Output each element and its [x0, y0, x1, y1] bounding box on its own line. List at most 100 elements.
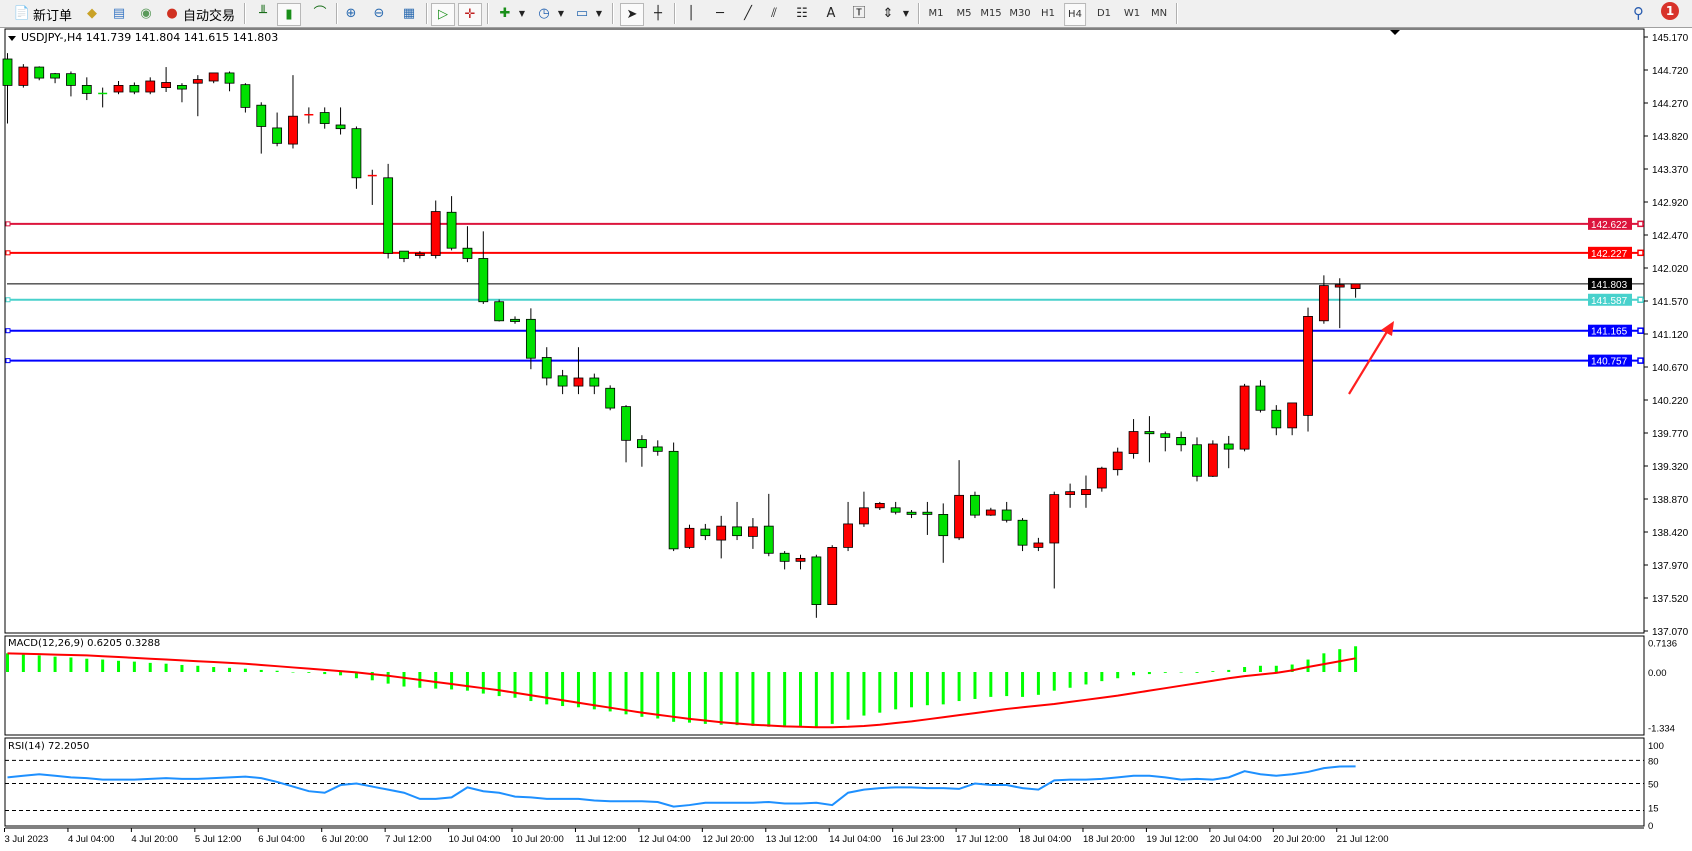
candle-body	[319, 112, 330, 124]
period-m15[interactable]: M15	[980, 8, 1002, 19]
candle-body	[1033, 542, 1044, 548]
chart-window[interactable]	[0, 28, 1692, 851]
navigator-icon[interactable]: ◉	[140, 5, 152, 21]
price-label: 142.227	[1591, 249, 1628, 260]
macd-histogram-bar	[1116, 672, 1120, 679]
zoom-in-icon[interactable]: ⊕	[345, 5, 357, 21]
macd-histogram-bar	[1132, 672, 1136, 676]
line-handle	[1637, 220, 1644, 228]
macd-histogram-bar	[878, 672, 882, 713]
text-icon[interactable]: A	[826, 5, 836, 21]
new-order-button[interactable]: 新订单	[33, 9, 73, 24]
crosshair-icon[interactable]: ┼	[654, 5, 662, 21]
candle-body	[922, 511, 933, 515]
period-d1[interactable]: D1	[1096, 8, 1112, 19]
auto-scroll-icon[interactable]: ✛	[458, 3, 482, 26]
macd-histogram-bar	[799, 672, 802, 726]
chevron-down-icon[interactable]: ▼	[595, 9, 603, 18]
candle-body	[81, 85, 92, 94]
macd-histogram-bar	[148, 662, 152, 672]
rsi-tick-label: 50	[1648, 780, 1659, 791]
y-tick-label: 138.870	[1652, 495, 1689, 506]
x-tick-label: 7 Jul 12:00	[385, 834, 431, 845]
candle-body	[1223, 443, 1234, 450]
period-m1[interactable]: M1	[928, 8, 944, 19]
auto-trading-icon[interactable]: ●	[166, 5, 178, 21]
candle-body	[874, 502, 885, 509]
chevron-down-icon[interactable]: ▼	[518, 9, 526, 18]
candle-body	[637, 439, 647, 449]
candle-body	[859, 507, 869, 525]
chevron-down-icon[interactable]: ▼	[557, 9, 565, 18]
auto-trading-button[interactable]: 自动交易	[183, 9, 236, 24]
indicators-icon[interactable]: ✚	[499, 5, 511, 21]
zoom-out-icon[interactable]: ⊖	[373, 5, 385, 21]
candle-body	[240, 84, 251, 108]
market-watch-icon[interactable]: ◆	[87, 5, 97, 21]
cursor-icon[interactable]: ➤	[620, 3, 644, 26]
candle-body	[684, 527, 695, 548]
macd-histogram-bar	[592, 672, 596, 710]
notification-badge[interactable]: 1	[1661, 2, 1679, 20]
macd-histogram-bar	[465, 672, 469, 691]
x-tick-label: 18 Jul 04:00	[1020, 834, 1072, 845]
fibonacci-fan-icon[interactable]: ⫽	[771, 5, 777, 21]
search-icon[interactable]: ⚲	[1633, 4, 1644, 22]
macd-histogram-bar	[1068, 672, 1072, 688]
period-h4[interactable]: H4	[1064, 3, 1086, 26]
macd-histogram-bar	[1005, 672, 1009, 697]
x-tick-label: 13 Jul 12:00	[766, 834, 818, 845]
macd-label: MACD(12,26,9) 0.6205 0.3288	[8, 638, 161, 649]
period-mn[interactable]: MN	[1150, 8, 1168, 19]
new-order-icon[interactable]: 📄	[13, 5, 31, 21]
rsi-tick-label: 100	[1648, 741, 1664, 752]
chart-shift-icon[interactable]: ▷	[431, 3, 455, 26]
macd-histogram-bar	[545, 672, 549, 705]
candle-body	[446, 211, 457, 249]
horizontal-line-icon[interactable]: ─	[716, 5, 724, 21]
candle-body	[478, 258, 489, 303]
candle-body	[541, 357, 552, 379]
macd-histogram-bar	[1195, 672, 1199, 673]
text-label-icon[interactable]: 🅃	[852, 5, 866, 21]
bar-chart-icon[interactable]: ╨	[259, 5, 267, 21]
candle-body	[827, 547, 838, 606]
candle-body	[256, 104, 267, 127]
line-chart-icon[interactable]: ⌒	[313, 5, 327, 21]
macd-histogram-bar	[275, 670, 279, 672]
panel-frame	[4, 635, 1645, 736]
y-tick-label: 140.670	[1652, 363, 1689, 374]
macd-histogram-bar	[497, 672, 501, 697]
candle-body	[430, 211, 441, 256]
candle-body	[1001, 509, 1012, 521]
templates-icon[interactable]: ▭	[575, 5, 589, 21]
arrows-icon[interactable]: ⇕	[882, 5, 894, 21]
data-window-icon[interactable]: ▤	[112, 5, 126, 21]
y-tick-label: 137.520	[1652, 594, 1689, 605]
candlestick-chart-icon[interactable]: ▮	[277, 3, 301, 26]
chevron-down-icon[interactable]: ▼	[902, 9, 910, 18]
line-handle	[1637, 296, 1644, 304]
period-m30[interactable]: M30	[1009, 8, 1031, 19]
periods-icon[interactable]: ◷	[538, 5, 550, 21]
candle-body	[351, 128, 362, 179]
macd-histogram-bar	[402, 672, 406, 687]
candle-body	[1049, 494, 1060, 544]
vertical-line-icon[interactable]: │	[687, 5, 695, 21]
fibonacci-retracement-icon[interactable]: ☷	[796, 5, 808, 21]
candle-body	[129, 85, 140, 93]
candle-body	[843, 523, 853, 548]
shift-marker-icon	[1390, 30, 1400, 35]
macd-histogram-bar	[529, 672, 533, 702]
period-h1[interactable]: H1	[1041, 8, 1055, 19]
trendline-icon[interactable]: ╱	[744, 5, 752, 21]
candle-body	[145, 80, 156, 93]
candle-body	[1081, 489, 1091, 496]
tile-windows-icon[interactable]: ▦	[402, 5, 416, 21]
period-w1[interactable]: W1	[1123, 8, 1141, 19]
candle-body	[1303, 315, 1313, 416]
period-m5[interactable]: M5	[956, 8, 972, 19]
macd-histogram-bar	[814, 672, 818, 728]
candle-body	[224, 72, 235, 84]
